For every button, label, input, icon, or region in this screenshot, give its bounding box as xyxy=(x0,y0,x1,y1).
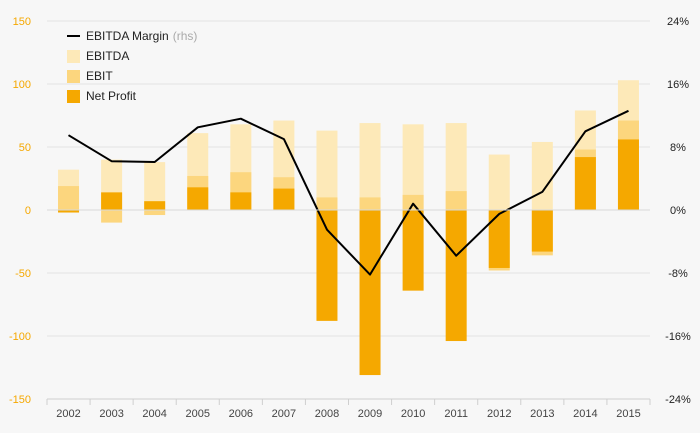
x-tick-label: 2006 xyxy=(229,408,253,420)
legend-swatch-net-profit xyxy=(67,90,80,103)
bar-ebitda-2004 xyxy=(144,162,166,210)
bar-net-profit-2012 xyxy=(488,210,510,268)
y-tick-label: 150 xyxy=(13,16,31,28)
y2-tick-label: -16% xyxy=(665,331,691,343)
axes-group: 150 24% 100 16% 50 8% 0 0% -50 -8% -100 -16% -150 -24… xyxy=(9,16,691,420)
bar-ebit-2003 xyxy=(101,210,123,223)
x-tick-label: 2003 xyxy=(99,408,123,420)
x-tick-label: 2004 xyxy=(142,408,166,420)
x-tick-label: 2008 xyxy=(315,408,339,420)
bar-ebit-2008 xyxy=(316,197,338,210)
bar-net-profit-2015 xyxy=(617,139,639,210)
bar-ebitda-2009 xyxy=(359,123,381,210)
bar-net-profit-2006 xyxy=(230,192,252,210)
bar-ebitda-2012 xyxy=(488,154,510,210)
y2-tick-label: 0% xyxy=(670,205,686,217)
bar-ebitda-2011 xyxy=(445,123,467,210)
bar-ebitda-2013 xyxy=(531,141,553,210)
bar-net-profit-2010 xyxy=(402,210,424,291)
bar-net-profit-2007 xyxy=(273,188,295,210)
legend-label-ebitda-margin: EBITDA Margin (rhs) xyxy=(86,29,197,43)
bar-net-profit-2011 xyxy=(445,210,467,342)
bar-ebit-2004 xyxy=(144,210,166,216)
series-line-ebitda-margin xyxy=(67,109,629,276)
x-tick-label: 2002 xyxy=(56,408,80,420)
bar-ebit-2009 xyxy=(359,197,381,210)
legend-label-net-profit: Net Profit xyxy=(86,89,137,103)
legend-swatch-ebit xyxy=(67,70,80,83)
x-tick-label: 2005 xyxy=(186,408,210,420)
bar-net-profit-2004 xyxy=(144,201,166,210)
x-tick-label: 2010 xyxy=(401,408,425,420)
x-tick-label: 2014 xyxy=(573,408,597,420)
legend: EBITDA Margin (rhs) EBITDA EBIT Net Profit xyxy=(67,29,197,103)
x-tick-label: 2009 xyxy=(358,408,382,420)
bar-net-profit-2003 xyxy=(101,192,123,210)
y-tick-label: -150 xyxy=(9,394,31,406)
y2-tick-label: 16% xyxy=(667,79,689,91)
bar-net-profit-2013 xyxy=(531,210,553,252)
y2-tick-label: -24% xyxy=(665,394,691,406)
y2-tick-label: 8% xyxy=(670,142,686,154)
bar-net-profit-2005 xyxy=(187,187,209,210)
legend-swatch-ebitda xyxy=(67,50,80,63)
legend-label-ebit: EBIT xyxy=(86,69,113,83)
bar-net-profit-2002 xyxy=(58,210,80,213)
bar-ebit-2011 xyxy=(445,191,467,210)
x-tick-label: 2013 xyxy=(530,408,554,420)
y-tick-label: 0 xyxy=(25,205,31,217)
x-tick-label: 2007 xyxy=(272,408,296,420)
legend-label-ebitda: EBITDA xyxy=(86,49,129,63)
bar-ebit-2002 xyxy=(58,186,80,210)
bars-group xyxy=(58,80,639,376)
y-tick-label: -100 xyxy=(9,331,31,343)
bar-ebit-2010 xyxy=(402,194,424,210)
bar-net-profit-2014 xyxy=(574,157,596,210)
bar-ebitda-2010 xyxy=(402,124,424,210)
x-tick-label: 2011 xyxy=(444,408,468,420)
legend-label-suffix: (rhs) xyxy=(173,29,198,43)
margin-line-group xyxy=(67,109,629,276)
x-tick-label: 2015 xyxy=(616,408,640,420)
y-tick-label: 100 xyxy=(13,79,31,91)
bar-net-profit-2009 xyxy=(359,210,381,376)
y-tick-label: -50 xyxy=(15,268,31,280)
bar-net-profit-2008 xyxy=(316,210,338,321)
y-tick-label: 50 xyxy=(19,142,31,154)
bar-ebitda-2008 xyxy=(316,130,338,210)
y2-tick-label: -8% xyxy=(668,268,688,280)
x-tick-label: 2012 xyxy=(487,408,511,420)
y2-tick-label: 24% xyxy=(667,16,689,28)
